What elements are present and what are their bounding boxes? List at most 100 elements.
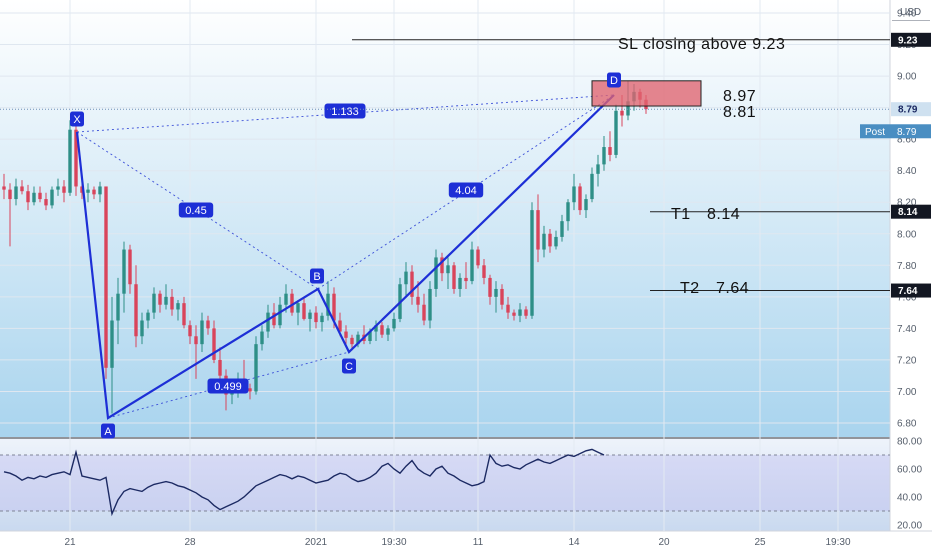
sl-price-tag-text: 9.23 <box>898 35 918 46</box>
candle-body <box>188 325 192 337</box>
candle-body <box>602 147 606 165</box>
candle <box>560 214 564 242</box>
candle-body <box>470 249 474 282</box>
ratio-badge-label: 1.133 <box>331 106 359 118</box>
pattern-point-badge <box>70 111 84 127</box>
candle <box>590 167 594 203</box>
candle <box>134 265 138 348</box>
candle-body <box>464 277 468 282</box>
pattern-point-c[interactable]: C <box>342 358 356 374</box>
candle <box>584 194 588 218</box>
candle <box>206 315 210 335</box>
candle <box>62 180 66 203</box>
t1-value[interactable]: 8.14 <box>707 206 740 223</box>
candle <box>122 241 126 313</box>
candle-body <box>326 293 330 316</box>
candle <box>14 178 18 206</box>
candle-body <box>122 249 126 294</box>
candle <box>74 123 78 196</box>
candle-body <box>290 293 294 313</box>
candle-body <box>494 288 498 297</box>
time-tick-label: 14 <box>568 537 580 548</box>
candle <box>26 184 30 211</box>
price-tick-label: 7.60 <box>897 292 917 303</box>
post-market-tag[interactable]: Post 8.79 <box>860 124 931 139</box>
candle <box>302 296 306 321</box>
candle <box>308 309 312 332</box>
candle <box>296 300 300 326</box>
harmonic-pattern-drawing[interactable]: 0.45 0.499 4.04 1.133 X A B C D <box>70 72 702 439</box>
ratio-badge-label: 4.04 <box>455 185 476 197</box>
candle <box>488 274 492 305</box>
candle-body <box>506 304 510 313</box>
candle-body <box>20 186 24 192</box>
stop-loss-label[interactable]: SL closing above 9.23 <box>618 36 785 53</box>
rsi-pane-background <box>0 439 890 531</box>
ratio-badge[interactable]: 1.133 <box>324 103 366 119</box>
candle <box>608 131 612 162</box>
sl-price-tag: 9.23 <box>891 32 931 47</box>
candle-body <box>86 189 90 193</box>
candle-body <box>380 325 384 335</box>
candle <box>548 229 552 253</box>
candle <box>374 320 378 341</box>
zone-low-label[interactable]: 8.81 <box>723 104 756 121</box>
ratio-badge[interactable]: 0.499 <box>207 378 249 394</box>
t2-value[interactable]: 7.64 <box>716 280 749 297</box>
candle-body <box>266 312 270 332</box>
ratio-badge-label: 0.499 <box>214 381 242 393</box>
candle <box>98 181 102 203</box>
pattern-legs[interactable] <box>75 94 615 420</box>
candle <box>248 383 252 400</box>
candle-body <box>410 271 414 297</box>
ratio-badge[interactable]: 4.04 <box>448 182 484 198</box>
candle-body <box>530 210 534 316</box>
pattern-point-a[interactable]: A <box>101 423 115 439</box>
candle-body <box>308 312 312 319</box>
candle-body <box>92 189 96 195</box>
t1-label[interactable]: T1 <box>671 206 691 223</box>
grid-lines <box>0 0 890 531</box>
t2-label[interactable]: T2 <box>680 280 700 297</box>
level-lines[interactable] <box>0 39 890 292</box>
t1-price-tag-text: 8.14 <box>898 207 918 218</box>
candle-body <box>14 186 18 200</box>
candle <box>176 300 180 321</box>
pattern-ratio-line[interactable] <box>107 351 350 419</box>
zone-high-label[interactable]: 8.97 <box>723 88 756 105</box>
price-tick-label: 8.00 <box>897 229 917 240</box>
candle <box>530 202 534 319</box>
pattern-point-label: D <box>610 75 618 87</box>
rsi-pane <box>0 448 890 517</box>
candle <box>434 249 438 297</box>
price-axis-background[interactable] <box>890 0 932 531</box>
candle <box>572 173 576 211</box>
candle <box>380 322 384 338</box>
candle <box>386 325 390 341</box>
candle-body <box>614 110 618 155</box>
price-axis-tags: 9.23 8.14 7.64 8.79 Post 8.79 <box>860 32 931 298</box>
candle-body <box>314 312 318 323</box>
pattern-point-label: A <box>104 426 112 438</box>
candle-body <box>176 303 180 310</box>
pattern-point-d[interactable]: D <box>607 72 621 88</box>
candle-body <box>158 293 162 305</box>
pattern-point-x[interactable]: X <box>70 111 84 127</box>
candle-body <box>56 186 60 190</box>
candle <box>506 296 510 319</box>
candle-body <box>44 199 48 206</box>
candle <box>470 241 474 285</box>
candle-body <box>374 325 378 332</box>
pattern-point-b[interactable]: B <box>310 268 324 284</box>
currency-divider <box>892 20 930 21</box>
candle-body <box>104 186 108 368</box>
candle-body <box>302 303 306 319</box>
candle <box>320 312 324 332</box>
time-axis-background[interactable] <box>0 531 932 550</box>
ratio-badge-label: 0.45 <box>185 205 206 217</box>
candle <box>440 252 444 282</box>
candle-body <box>386 328 390 335</box>
ratio-badge[interactable]: 0.45 <box>178 202 214 218</box>
